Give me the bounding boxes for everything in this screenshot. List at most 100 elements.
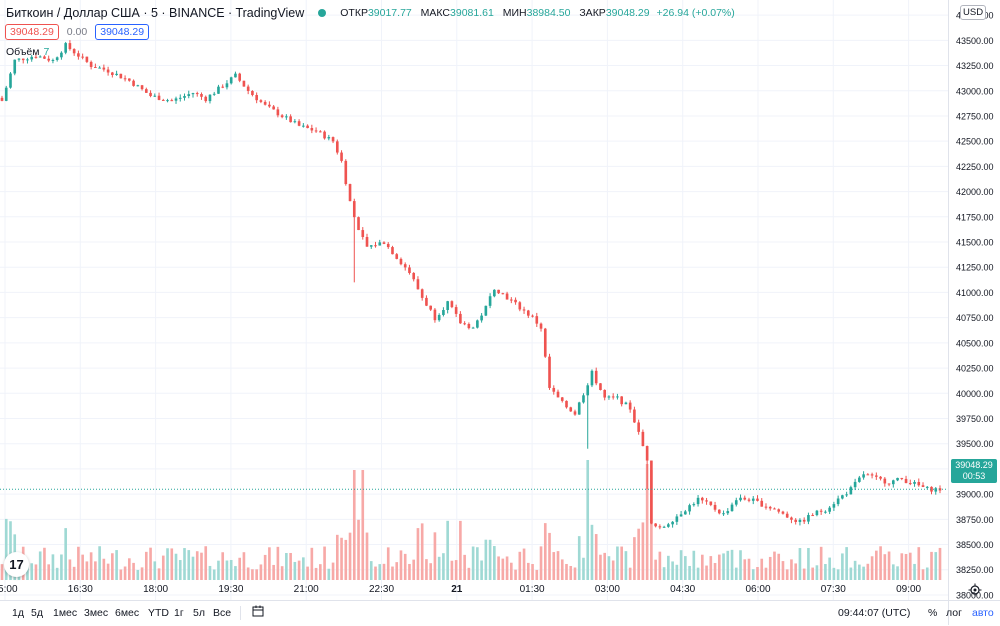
volume-bar [166,548,169,580]
volume-bar [272,564,275,580]
price-axis[interactable]: 43750.0043500.0043250.0043000.0042750.00… [948,0,1000,625]
range-1d[interactable]: 1д [12,607,24,619]
candle-body [824,511,827,513]
volume-bar [603,552,607,580]
candlestick-chart[interactable]: 15:00 16:30 18:00 19:30 21:00 22:30 21 01:30 03:… [0,0,948,600]
symbol-title[interactable]: Биткоин / Доллар США · 5 · BINANCE · Tra… [6,6,305,20]
volume-bar [386,547,390,580]
x-tick-label: 22:30 [369,584,394,595]
volume-bar [183,548,186,580]
volume-bar [637,528,640,580]
volume-bar [573,567,577,580]
range-all[interactable]: Все [213,607,232,619]
range-5y[interactable]: 5л [193,607,205,619]
volume-bar [68,559,72,580]
candle-body [382,242,386,244]
volume-bar [879,546,882,580]
candle-body [811,515,814,517]
volume-bar [514,569,517,580]
calendar-goto-icon[interactable] [252,605,264,617]
candle-body [870,474,874,476]
percent-scale-toggle[interactable]: % [928,607,938,619]
timezone-clock[interactable]: 09:44:07 (UTC) [838,607,911,619]
y-tick-label: 42000.00 [956,187,994,197]
candle-body [751,498,755,501]
volume-bar [819,546,823,580]
range-1m[interactable]: 1мес [53,607,78,619]
x-tick-label: 01:30 [520,584,545,595]
candle-body [34,56,38,58]
volume-bar [607,556,611,580]
candle-body [539,323,543,329]
candle-body [463,323,466,325]
candle-body [106,69,110,73]
chart-settings-gear-icon[interactable] [968,583,982,597]
candle-body [263,101,267,105]
candle-body [671,521,674,525]
y-tick-label: 40500.00 [956,338,994,348]
volume-bar [331,562,335,580]
candle-body [667,524,670,527]
candle-body [476,320,479,328]
range-ytd[interactable]: YTD [148,607,169,619]
candle-body [285,116,288,118]
candle-body [259,100,263,102]
buy-price-button[interactable]: 39048.29 [95,24,150,40]
volume-bar [238,557,241,580]
volume-bar [306,566,309,580]
candle-body [548,356,551,388]
volume-bar [709,556,713,580]
candle-body [51,59,55,61]
volume-bar [391,566,394,580]
volume-bar [853,560,857,580]
spread-value: 0.00 [66,26,88,38]
range-5d[interactable]: 5д [31,607,43,619]
candle-body [425,297,428,306]
range-1y[interactable]: 1г [174,607,184,619]
volume-bar [684,556,687,580]
candle-body [819,510,823,512]
ohlc-values: ОТКР39017.77 МАКС39081.61 МИН38984.50 ЗА… [334,7,735,19]
log-scale-toggle[interactable]: лог [946,607,962,619]
candle-body [815,510,819,516]
volume-bar [246,567,250,580]
volume-bar [429,563,432,580]
volume-bar [259,564,263,580]
volume-bar [268,547,271,580]
volume-bar [217,560,220,580]
volume-bar [751,569,755,580]
tradingview-logo[interactable]: 17 [4,552,29,577]
volume-bar [841,553,844,580]
range-3m[interactable]: 3мес [84,607,109,619]
volume-bar [437,556,441,580]
candle-body [183,96,186,98]
volume-bar [51,554,55,580]
volume-legend[interactable]: Объём 7 [6,46,49,58]
currency-selector[interactable]: USD [960,5,987,20]
volume-bar [43,547,46,580]
y-tick-label: 38500.00 [956,540,994,550]
volume-bar [450,560,454,580]
volume-bar [531,564,534,580]
candle-body [13,59,17,74]
candle-body [828,507,831,512]
candle-body [773,508,776,510]
candle-body [242,80,246,87]
volume-bar [38,551,42,580]
volume-bar [594,534,598,580]
range-6m[interactable]: 6мес [115,607,140,619]
candle-body [866,474,870,476]
sell-price-button[interactable]: 39048.29 [5,24,59,40]
candle-body [310,128,314,131]
volume-bar [365,532,369,580]
x-tick-label: 18:00 [143,584,168,595]
volume-bar [730,549,734,580]
auto-scale-toggle[interactable]: авто [972,607,994,619]
volume-bar [420,523,424,580]
candle-body [357,217,360,231]
candle-body [149,92,152,97]
candle-body [836,498,840,505]
candle-body [26,59,29,61]
candle-body [200,94,203,97]
volume-bar [153,561,157,580]
